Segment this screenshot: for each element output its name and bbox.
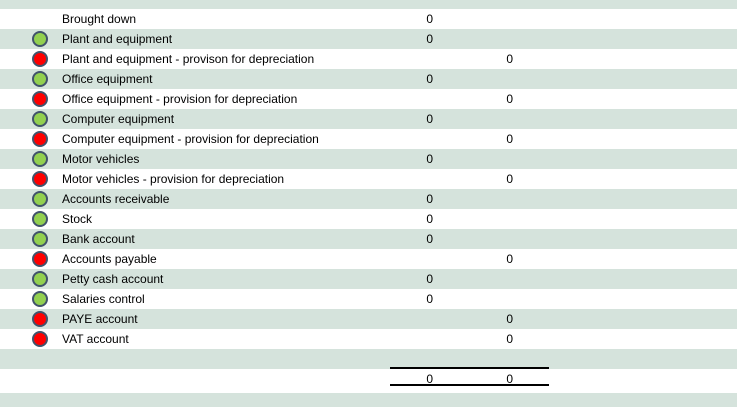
debit-cell[interactable]: 0	[426, 32, 433, 46]
account-row: Brought down 0	[0, 9, 737, 29]
status-circle-icon	[32, 251, 48, 267]
account-row: Accounts payable 0	[0, 249, 737, 269]
account-name-cell[interactable]: Petty cash account	[62, 272, 164, 286]
account-row: Petty cash account 0	[0, 269, 737, 289]
status-circle-icon	[32, 331, 48, 347]
status-circle-icon	[32, 271, 48, 287]
account-name-cell[interactable]: Office equipment - provision for depreci…	[62, 92, 298, 106]
status-circle-icon	[32, 51, 48, 67]
status-circle-icon	[32, 151, 48, 167]
credit-cell[interactable]: 0	[506, 132, 513, 146]
account-name-cell[interactable]: Brought down	[62, 12, 137, 26]
total-debit-cell[interactable]: 0	[426, 372, 433, 386]
account-row: Computer equipment - provision for depre…	[0, 129, 737, 149]
account-name-cell[interactable]: Motor vehicles - provision for depreciat…	[62, 172, 285, 186]
status-circle-icon	[32, 111, 48, 127]
credit-cell[interactable]: 0	[506, 92, 513, 106]
account-row: Bank account 0	[0, 229, 737, 249]
account-name-cell[interactable]: Accounts receivable	[62, 192, 170, 206]
top-band	[0, 0, 737, 9]
account-row: Office equipment 0	[0, 69, 737, 89]
bottom-band	[0, 393, 737, 407]
debit-cell[interactable]: 0	[426, 212, 433, 226]
account-name-cell[interactable]: Computer equipment	[62, 112, 175, 126]
account-row: Plant and equipment - provison for depre…	[0, 49, 737, 69]
account-row: Motor vehicles - provision for depreciat…	[0, 169, 737, 189]
debit-cell[interactable]: 0	[426, 12, 433, 26]
status-circle-icon	[32, 211, 48, 227]
account-name-cell[interactable]: Motor vehicles	[62, 152, 140, 166]
account-row: Salaries control 0	[0, 289, 737, 309]
status-circle-icon	[32, 131, 48, 147]
account-row: Stock 0	[0, 209, 737, 229]
account-row: VAT account 0	[0, 329, 737, 349]
status-circle-icon	[32, 231, 48, 247]
account-name-cell[interactable]: Stock	[62, 212, 93, 226]
account-row: Office equipment - provision for depreci…	[0, 89, 737, 109]
account-row: Computer equipment 0	[0, 109, 737, 129]
debit-cell[interactable]: 0	[426, 272, 433, 286]
account-name-cell[interactable]: Plant and equipment - provison for depre…	[62, 52, 315, 66]
totals-row: 0 0	[0, 367, 737, 389]
debit-cell[interactable]: 0	[426, 72, 433, 86]
status-circle-icon	[32, 171, 48, 187]
account-row: PAYE account 0	[0, 309, 737, 329]
account-name-cell[interactable]: Plant and equipment	[62, 32, 173, 46]
status-circle-icon	[32, 291, 48, 307]
debit-cell[interactable]: 0	[426, 112, 433, 126]
account-row: Motor vehicles 0	[0, 149, 737, 169]
debit-cell[interactable]: 0	[426, 152, 433, 166]
credit-cell[interactable]: 0	[506, 52, 513, 66]
account-name-cell[interactable]: Computer equipment - provision for depre…	[62, 132, 319, 146]
debit-cell[interactable]: 0	[426, 192, 433, 206]
account-name-cell[interactable]: Bank account	[62, 232, 135, 246]
status-circle-icon	[32, 31, 48, 47]
account-name-cell[interactable]: Accounts payable	[62, 252, 157, 266]
bottom-gap	[0, 389, 737, 393]
total-credit-cell[interactable]: 0	[506, 372, 513, 386]
debit-cell[interactable]: 0	[426, 292, 433, 306]
account-name-cell[interactable]: Office equipment	[62, 72, 153, 86]
account-rows: Brought down 0 Plant and equipment 0 Pla…	[0, 9, 737, 369]
credit-cell[interactable]: 0	[506, 252, 513, 266]
account-name-cell[interactable]: VAT account	[62, 332, 129, 346]
credit-cell[interactable]: 0	[506, 172, 513, 186]
totals-border-rule	[390, 367, 549, 386]
debit-cell[interactable]: 0	[426, 232, 433, 246]
account-name-cell[interactable]: PAYE account	[62, 312, 138, 326]
status-circle-icon	[32, 311, 48, 327]
account-row: Accounts receivable 0	[0, 189, 737, 209]
status-circle-icon	[32, 71, 48, 87]
account-name-cell[interactable]: Salaries control	[62, 292, 145, 306]
status-circle-icon	[32, 191, 48, 207]
empty-row	[0, 349, 737, 369]
status-circle-icon	[32, 91, 48, 107]
account-row: Plant and equipment 0	[0, 29, 737, 49]
credit-cell[interactable]: 0	[506, 332, 513, 346]
credit-cell[interactable]: 0	[506, 312, 513, 326]
